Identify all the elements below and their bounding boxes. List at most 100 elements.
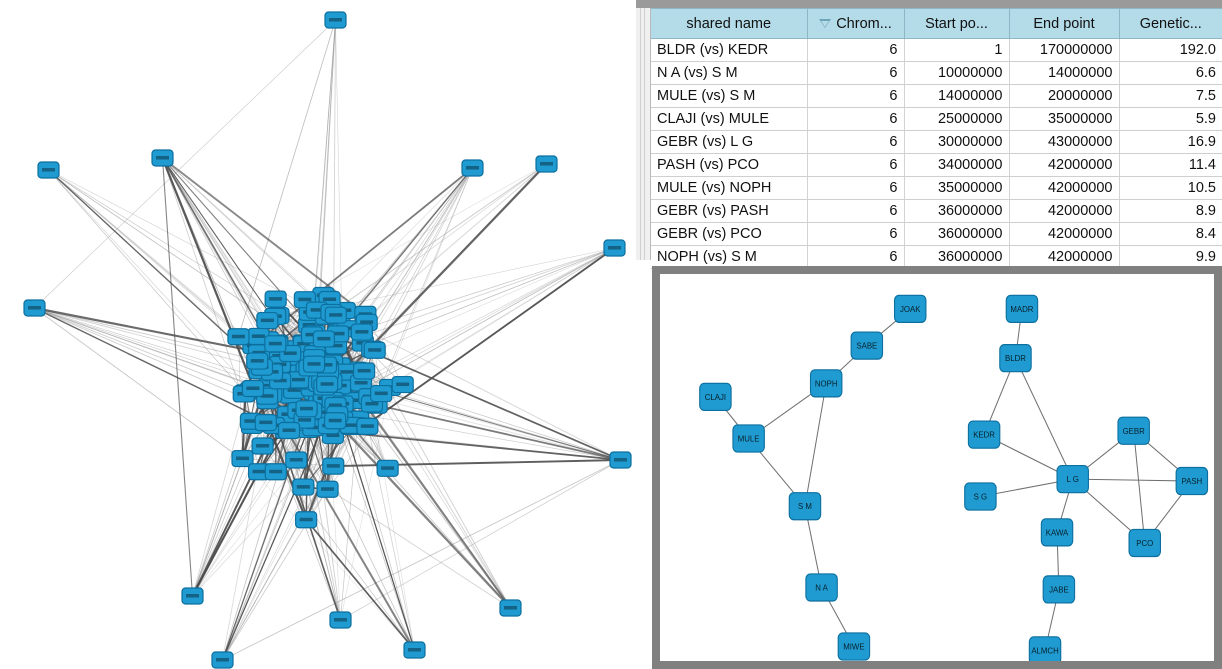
graph-node[interactable]: [312, 330, 335, 348]
graph-node[interactable]: KEDR: [967, 420, 1001, 449]
main-network-canvas[interactable]: [0, 0, 636, 669]
graph-node[interactable]: GEBR: [1117, 416, 1150, 445]
graph-node[interactable]: PASH: [1175, 466, 1209, 496]
graph-node[interactable]: [264, 290, 287, 308]
column-header-genetic[interactable]: Genetic...: [1119, 8, 1222, 39]
graph-edge[interactable]: [369, 247, 615, 399]
graph-node[interactable]: [603, 239, 626, 257]
sort-descending-icon[interactable]: [819, 19, 832, 28]
graph-edge[interactable]: [1072, 478, 1192, 482]
graph-node[interactable]: [285, 451, 308, 469]
graph-edge[interactable]: [238, 19, 336, 337]
graph-node-shape[interactable]: [1040, 518, 1074, 547]
graph-node[interactable]: [277, 421, 301, 440]
table-row[interactable]: NOPH (vs) S M 6 36000000 42000000 9.9: [651, 245, 1222, 269]
column-header-start-point[interactable]: Start po...: [904, 8, 1010, 39]
graph-node-shape[interactable]: [1117, 416, 1150, 445]
table-scroll-area[interactable]: shared name Chrom... Start po...: [651, 8, 1222, 269]
graph-node-shape[interactable]: [837, 632, 871, 661]
graph-node-shape[interactable]: [1005, 294, 1039, 323]
table-body[interactable]: BLDR (vs) KEDR 6 1 170000000 192.0 N A (vs) S…: [651, 38, 1222, 269]
graph-edge[interactable]: [192, 380, 281, 597]
table-row[interactable]: CLAJI (vs) MULE 6 25000000 35000000 5.9: [651, 107, 1222, 131]
graph-node-shape[interactable]: [850, 331, 884, 360]
graph-edge[interactable]: [34, 307, 278, 366]
graph-node-shape[interactable]: [1056, 464, 1089, 494]
graph-node-shape[interactable]: [809, 369, 843, 398]
graph-node-shape[interactable]: [699, 382, 732, 411]
graph-edge[interactable]: [48, 169, 246, 394]
graph-edge[interactable]: [332, 247, 615, 401]
graph-node[interactable]: [292, 478, 315, 496]
graph-node[interactable]: MIWE: [837, 632, 871, 661]
graph-node-shape[interactable]: [893, 294, 927, 323]
graph-edge[interactable]: [34, 307, 260, 473]
graph-edge[interactable]: [363, 247, 616, 427]
graph-node[interactable]: BLDR: [999, 344, 1032, 373]
graph-edge[interactable]: [371, 403, 415, 651]
graph-edge[interactable]: [162, 157, 259, 337]
graph-edge[interactable]: [262, 445, 511, 609]
graph-node[interactable]: [295, 400, 318, 418]
graph-node[interactable]: [295, 511, 318, 529]
sub-network-panel[interactable]: JOAK SABE NOPH CLAJI MULE S M N A MIWE MADR BLDR K…: [652, 266, 1222, 669]
graph-node[interactable]: [403, 641, 426, 659]
graph-node-shape[interactable]: [964, 482, 997, 511]
graph-edge[interactable]: [242, 458, 415, 651]
graph-node[interactable]: [353, 362, 376, 380]
graph-node[interactable]: KAWA: [1040, 518, 1074, 547]
main-network-view[interactable]: [0, 0, 636, 669]
graph-node[interactable]: [324, 306, 347, 324]
graph-edge[interactable]: [350, 426, 415, 651]
graph-edge[interactable]: [222, 400, 324, 661]
graph-edge[interactable]: [1015, 357, 1074, 480]
graph-node[interactable]: [316, 375, 339, 393]
graph-node[interactable]: [37, 161, 60, 179]
graph-node-shape[interactable]: [1028, 636, 1062, 661]
table-row[interactable]: GEBR (vs) L G 6 30000000 43000000 16.9: [651, 130, 1222, 154]
graph-node[interactable]: [151, 149, 174, 167]
graph-edge[interactable]: [34, 19, 336, 309]
graph-edge[interactable]: [34, 306, 280, 358]
graph-node[interactable]: [211, 651, 234, 669]
graph-node[interactable]: [241, 379, 265, 398]
column-header-chromosome[interactable]: Chrom...: [807, 8, 905, 39]
graph-node[interactable]: [499, 599, 522, 617]
graph-edge[interactable]: [1133, 430, 1146, 544]
graph-node-shape[interactable]: [732, 424, 765, 453]
table-row[interactable]: GEBR (vs) PCO 6 36000000 42000000 8.4: [651, 222, 1222, 246]
graph-node[interactable]: [391, 375, 414, 394]
graph-edge[interactable]: [161, 157, 194, 597]
graph-edge[interactable]: [309, 247, 615, 313]
graph-edge[interactable]: [222, 396, 370, 661]
graph-edge[interactable]: [34, 307, 270, 387]
graph-edge[interactable]: [48, 169, 263, 368]
graph-node-shape[interactable]: [1128, 528, 1162, 558]
graph-node[interactable]: [324, 11, 347, 29]
graph-node[interactable]: [324, 412, 347, 430]
graph-node[interactable]: [181, 587, 204, 605]
graph-node[interactable]: [609, 451, 632, 469]
graph-edge[interactable]: [305, 519, 416, 651]
graph-node[interactable]: [302, 355, 326, 373]
graph-node[interactable]: SABE: [850, 331, 884, 360]
graph-node[interactable]: [254, 413, 277, 432]
graph-node-shape[interactable]: [805, 573, 838, 602]
graph-node[interactable]: ALMCH: [1028, 636, 1062, 661]
graph-edge[interactable]: [344, 310, 511, 609]
graph-edge[interactable]: [252, 167, 474, 347]
graph-node[interactable]: [350, 323, 373, 341]
graph-edge[interactable]: [222, 459, 621, 661]
graph-node[interactable]: N A: [805, 573, 838, 602]
graph-node-shape[interactable]: [999, 344, 1032, 373]
graph-node[interactable]: [251, 437, 274, 455]
graph-edge[interactable]: [335, 247, 615, 347]
graph-node-shape[interactable]: [1175, 466, 1209, 496]
graph-node[interactable]: [356, 417, 379, 435]
graph-edge[interactable]: [804, 383, 827, 507]
edge-attribute-table[interactable]: shared name Chrom... Start po...: [651, 8, 1222, 269]
table-row[interactable]: GEBR (vs) PASH 6 36000000 42000000 8.9: [651, 199, 1222, 223]
graph-node-shape[interactable]: [788, 492, 822, 521]
graph-edge[interactable]: [371, 403, 621, 461]
table-row[interactable]: MULE (vs) S M 6 14000000 20000000 7.5: [651, 84, 1222, 108]
